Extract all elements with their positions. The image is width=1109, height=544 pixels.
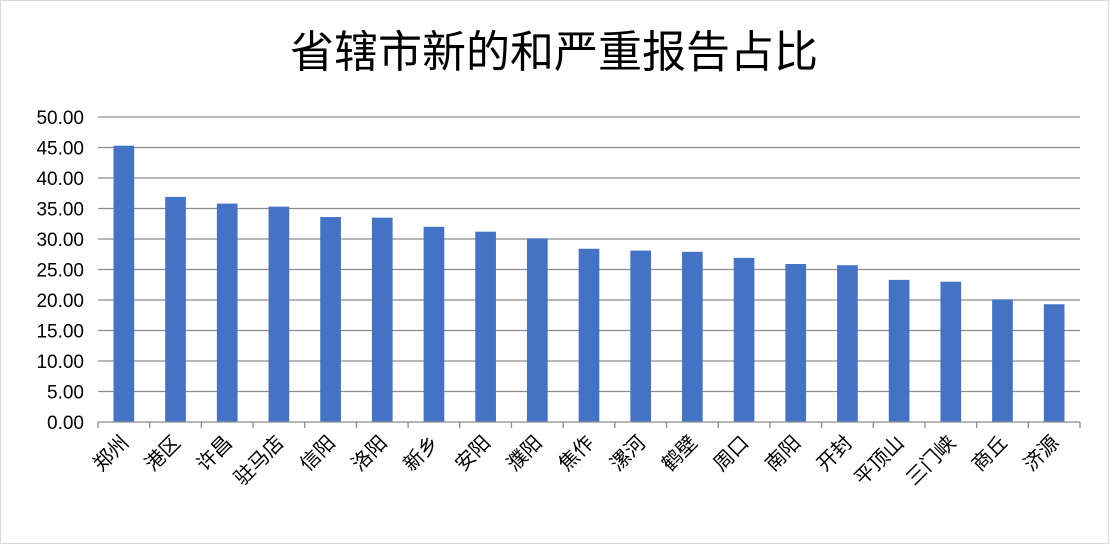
x-category-label: 漯河: [605, 431, 650, 476]
x-axis: [97, 421, 1081, 428]
y-tick-label: 20.00: [36, 291, 84, 312]
x-category-label: 济源: [1018, 431, 1063, 476]
x-category-label: 南阳: [760, 431, 805, 476]
x-category-label: 周口: [708, 431, 753, 476]
bar: [268, 206, 290, 422]
y-tick-label: 50.00: [36, 108, 84, 129]
y-tick-label: 15.00: [36, 322, 84, 343]
bar: [940, 281, 962, 422]
bar: [733, 257, 755, 422]
y-tick-label: 0.00: [47, 413, 84, 434]
bar: [371, 217, 393, 422]
x-category-label: 三门峡: [901, 431, 960, 490]
x-category-label: 洛阳: [347, 431, 392, 476]
x-category-label: 开封: [812, 431, 857, 476]
bar: [526, 238, 548, 422]
x-category-label: 安阳: [450, 431, 495, 476]
y-axis-tick-labels: 0.00 5.00 10.00 15.00 20.00 25.00 30.00 35.00 40…: [36, 108, 84, 434]
bar: [785, 264, 807, 422]
bar: [578, 248, 600, 422]
bars: [113, 145, 1065, 423]
y-tick-label: 10.00: [36, 352, 84, 373]
bar: [630, 250, 652, 422]
x-category-label: 濮阳: [502, 431, 547, 476]
x-category-label: 郑州: [88, 431, 133, 476]
x-category-label: 鹤壁: [657, 431, 702, 476]
x-category-label: 驻马店: [229, 431, 288, 490]
y-tick-label: 35.00: [36, 200, 84, 221]
y-tick-label: 25.00: [36, 261, 84, 282]
bar: [992, 299, 1013, 422]
x-category-label: 信阳: [295, 431, 340, 476]
y-tick-label: 30.00: [36, 230, 84, 251]
y-tick-label: 5.00: [47, 383, 84, 404]
y-tick-label: 45.00: [36, 139, 84, 160]
bar: [1043, 304, 1065, 422]
x-category-label: 焦作: [553, 431, 598, 476]
y-tick-label: 40.00: [36, 169, 84, 190]
bar: [475, 231, 496, 422]
bar: [320, 217, 341, 422]
bar: [682, 251, 703, 422]
bar: [837, 265, 858, 422]
x-category-label: 许昌: [191, 431, 236, 476]
x-category-label: 平顶山: [849, 431, 908, 490]
bar: [423, 226, 445, 422]
x-axis-category-labels: 郑州 港区 许昌驻马店 信阳 洛阳 新乡 安阳 濮阳 焦作 漯河 鹤壁 周口 南阳 开封平顶山三门峡 商丘济…: [88, 431, 1064, 490]
x-category-label: 新乡: [398, 431, 443, 476]
bar: [113, 145, 135, 423]
x-category-label: 港区: [140, 431, 185, 476]
x-category-label: 商丘: [967, 431, 1012, 476]
bar: [888, 279, 910, 422]
bar: [165, 196, 186, 422]
bar: [216, 203, 238, 422]
chart-title: 省辖市新的和严重报告占比: [290, 27, 818, 78]
